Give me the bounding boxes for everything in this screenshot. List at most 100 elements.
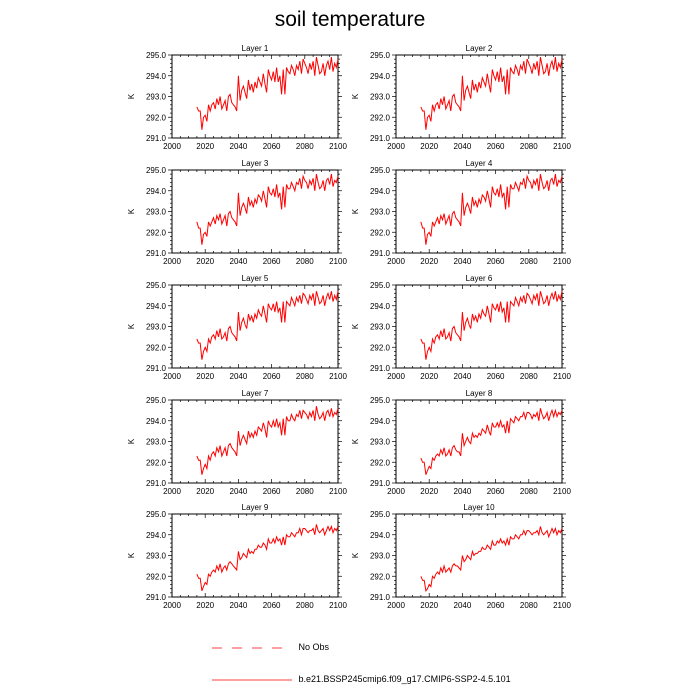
y-tick-label: 291.0: [370, 479, 391, 488]
x-tick-label: 2080: [520, 372, 538, 381]
y-tick-label: 294.0: [146, 531, 167, 540]
y-axis-label: K: [351, 552, 360, 558]
y-axis-label: K: [127, 208, 136, 214]
y-tick-label: 293.0: [370, 438, 391, 447]
y-tick-label: 294.0: [146, 302, 167, 311]
y-tick-label: 294.0: [146, 72, 167, 81]
legend-obs: No Obs: [212, 642, 329, 653]
x-tick-label: 2020: [196, 257, 214, 266]
x-tick-label: 2080: [296, 372, 314, 381]
x-tick-label: 2100: [553, 257, 571, 266]
y-tick-label: 295.0: [370, 396, 391, 405]
y-tick-label: 294.0: [370, 72, 391, 81]
x-tick-label: 2100: [553, 487, 571, 496]
x-tick-label: 2000: [387, 372, 405, 381]
panel-frame: [395, 284, 563, 369]
y-tick-label: 295.0: [146, 166, 167, 175]
panel-title: Layer 4: [466, 159, 493, 168]
x-tick-label: 2080: [520, 487, 538, 496]
x-tick-label: 2060: [263, 372, 281, 381]
x-tick-label: 2060: [487, 257, 505, 266]
x-tick-label: 2060: [263, 487, 281, 496]
x-tick-label: 2000: [387, 257, 405, 266]
panel-title: Layer 9: [242, 503, 269, 512]
y-tick-label: 294.0: [370, 417, 391, 426]
panel-frame: [171, 169, 339, 254]
series-line: [420, 408, 563, 475]
y-tick-label: 295.0: [370, 166, 391, 175]
series-line: [196, 406, 339, 475]
panel-title: Layer 10: [463, 503, 495, 512]
x-tick-label: 2040: [230, 601, 248, 610]
legend-model-label: b.e21.BSSP245cmip6.f09_g17.CMIP6-SSP2-4.…: [298, 674, 511, 684]
y-tick-label: 295.0: [146, 51, 167, 60]
y-tick-label: 292.0: [370, 343, 391, 352]
y-tick-label: 293.0: [146, 438, 167, 447]
x-tick-label: 2040: [230, 487, 248, 496]
panel-frame: [395, 54, 563, 139]
panel-frame: [171, 284, 339, 369]
panel-title: Layer 1: [242, 44, 269, 53]
y-tick-label: 292.0: [370, 228, 391, 237]
x-tick-label: 2080: [520, 601, 538, 610]
series-line: [196, 291, 339, 360]
x-tick-label: 2020: [196, 372, 214, 381]
x-tick-label: 2040: [454, 142, 472, 151]
y-axis-label: K: [351, 208, 360, 214]
panel-frame: [395, 513, 563, 598]
panel-title: Layer 3: [242, 159, 269, 168]
x-tick-label: 2040: [454, 487, 472, 496]
panel-2: Layer 2 2000 2020 2040 2060 2080 2100 291.0 292.…: [351, 44, 571, 151]
y-tick-label: 295.0: [370, 510, 391, 519]
x-tick-label: 2020: [196, 142, 214, 151]
y-tick-label: 293.0: [146, 552, 167, 561]
y-tick-label: 293.0: [370, 552, 391, 561]
x-tick-label: 2000: [163, 257, 181, 266]
panel-3: Layer 3 2000 2020 2040 2060 2080 2100 291.0 292.…: [127, 159, 347, 266]
panel-title: Layer 2: [466, 44, 493, 53]
y-axis-label: K: [351, 93, 360, 99]
y-tick-label: 291.0: [370, 249, 391, 258]
y-tick-label: 293.0: [146, 93, 167, 102]
panel-frame: [395, 169, 563, 254]
x-tick-label: 2060: [263, 257, 281, 266]
x-tick-label: 2100: [329, 142, 347, 151]
x-tick-label: 2040: [454, 257, 472, 266]
x-tick-label: 2100: [329, 257, 347, 266]
x-tick-label: 2080: [296, 601, 314, 610]
x-tick-label: 2000: [163, 142, 181, 151]
legend-obs-swatch: [212, 647, 292, 649]
x-tick-label: 2020: [420, 257, 438, 266]
panel-title: Layer 6: [466, 274, 493, 283]
x-tick-label: 2000: [163, 487, 181, 496]
y-axis-label: K: [127, 93, 136, 99]
y-axis-label: K: [351, 323, 360, 329]
series-line: [196, 174, 339, 245]
x-tick-label: 2000: [387, 142, 405, 151]
x-tick-label: 2060: [487, 142, 505, 151]
x-tick-label: 2020: [420, 487, 438, 496]
series-line: [420, 291, 563, 360]
y-tick-label: 294.0: [146, 417, 167, 426]
x-tick-label: 2060: [487, 487, 505, 496]
y-tick-label: 295.0: [370, 281, 391, 290]
x-tick-label: 2100: [553, 142, 571, 151]
panel-8: Layer 8 2000 2020 2040 2060 2080 2100 291.0 292.…: [351, 389, 571, 496]
panel-5: Layer 5 2000 2020 2040 2060 2080 2100 291.0 292.…: [127, 274, 347, 381]
x-tick-label: 2080: [296, 142, 314, 151]
x-tick-label: 2080: [520, 142, 538, 151]
y-tick-label: 293.0: [146, 208, 167, 217]
y-tick-label: 295.0: [370, 51, 391, 60]
y-tick-label: 292.0: [146, 228, 167, 237]
y-tick-label: 292.0: [370, 572, 391, 581]
y-tick-label: 293.0: [370, 93, 391, 102]
y-axis-label: K: [127, 323, 136, 329]
y-tick-label: 292.0: [146, 113, 167, 122]
panel-frame: [171, 513, 339, 598]
panel-7: Layer 7 2000 2020 2040 2060 2080 2100 291.0 292.…: [127, 389, 347, 496]
chart-title: soil temperature: [274, 8, 426, 31]
series-line: [196, 524, 339, 591]
x-tick-label: 2000: [163, 601, 181, 610]
x-tick-label: 2060: [263, 142, 281, 151]
y-tick-label: 294.0: [370, 187, 391, 196]
